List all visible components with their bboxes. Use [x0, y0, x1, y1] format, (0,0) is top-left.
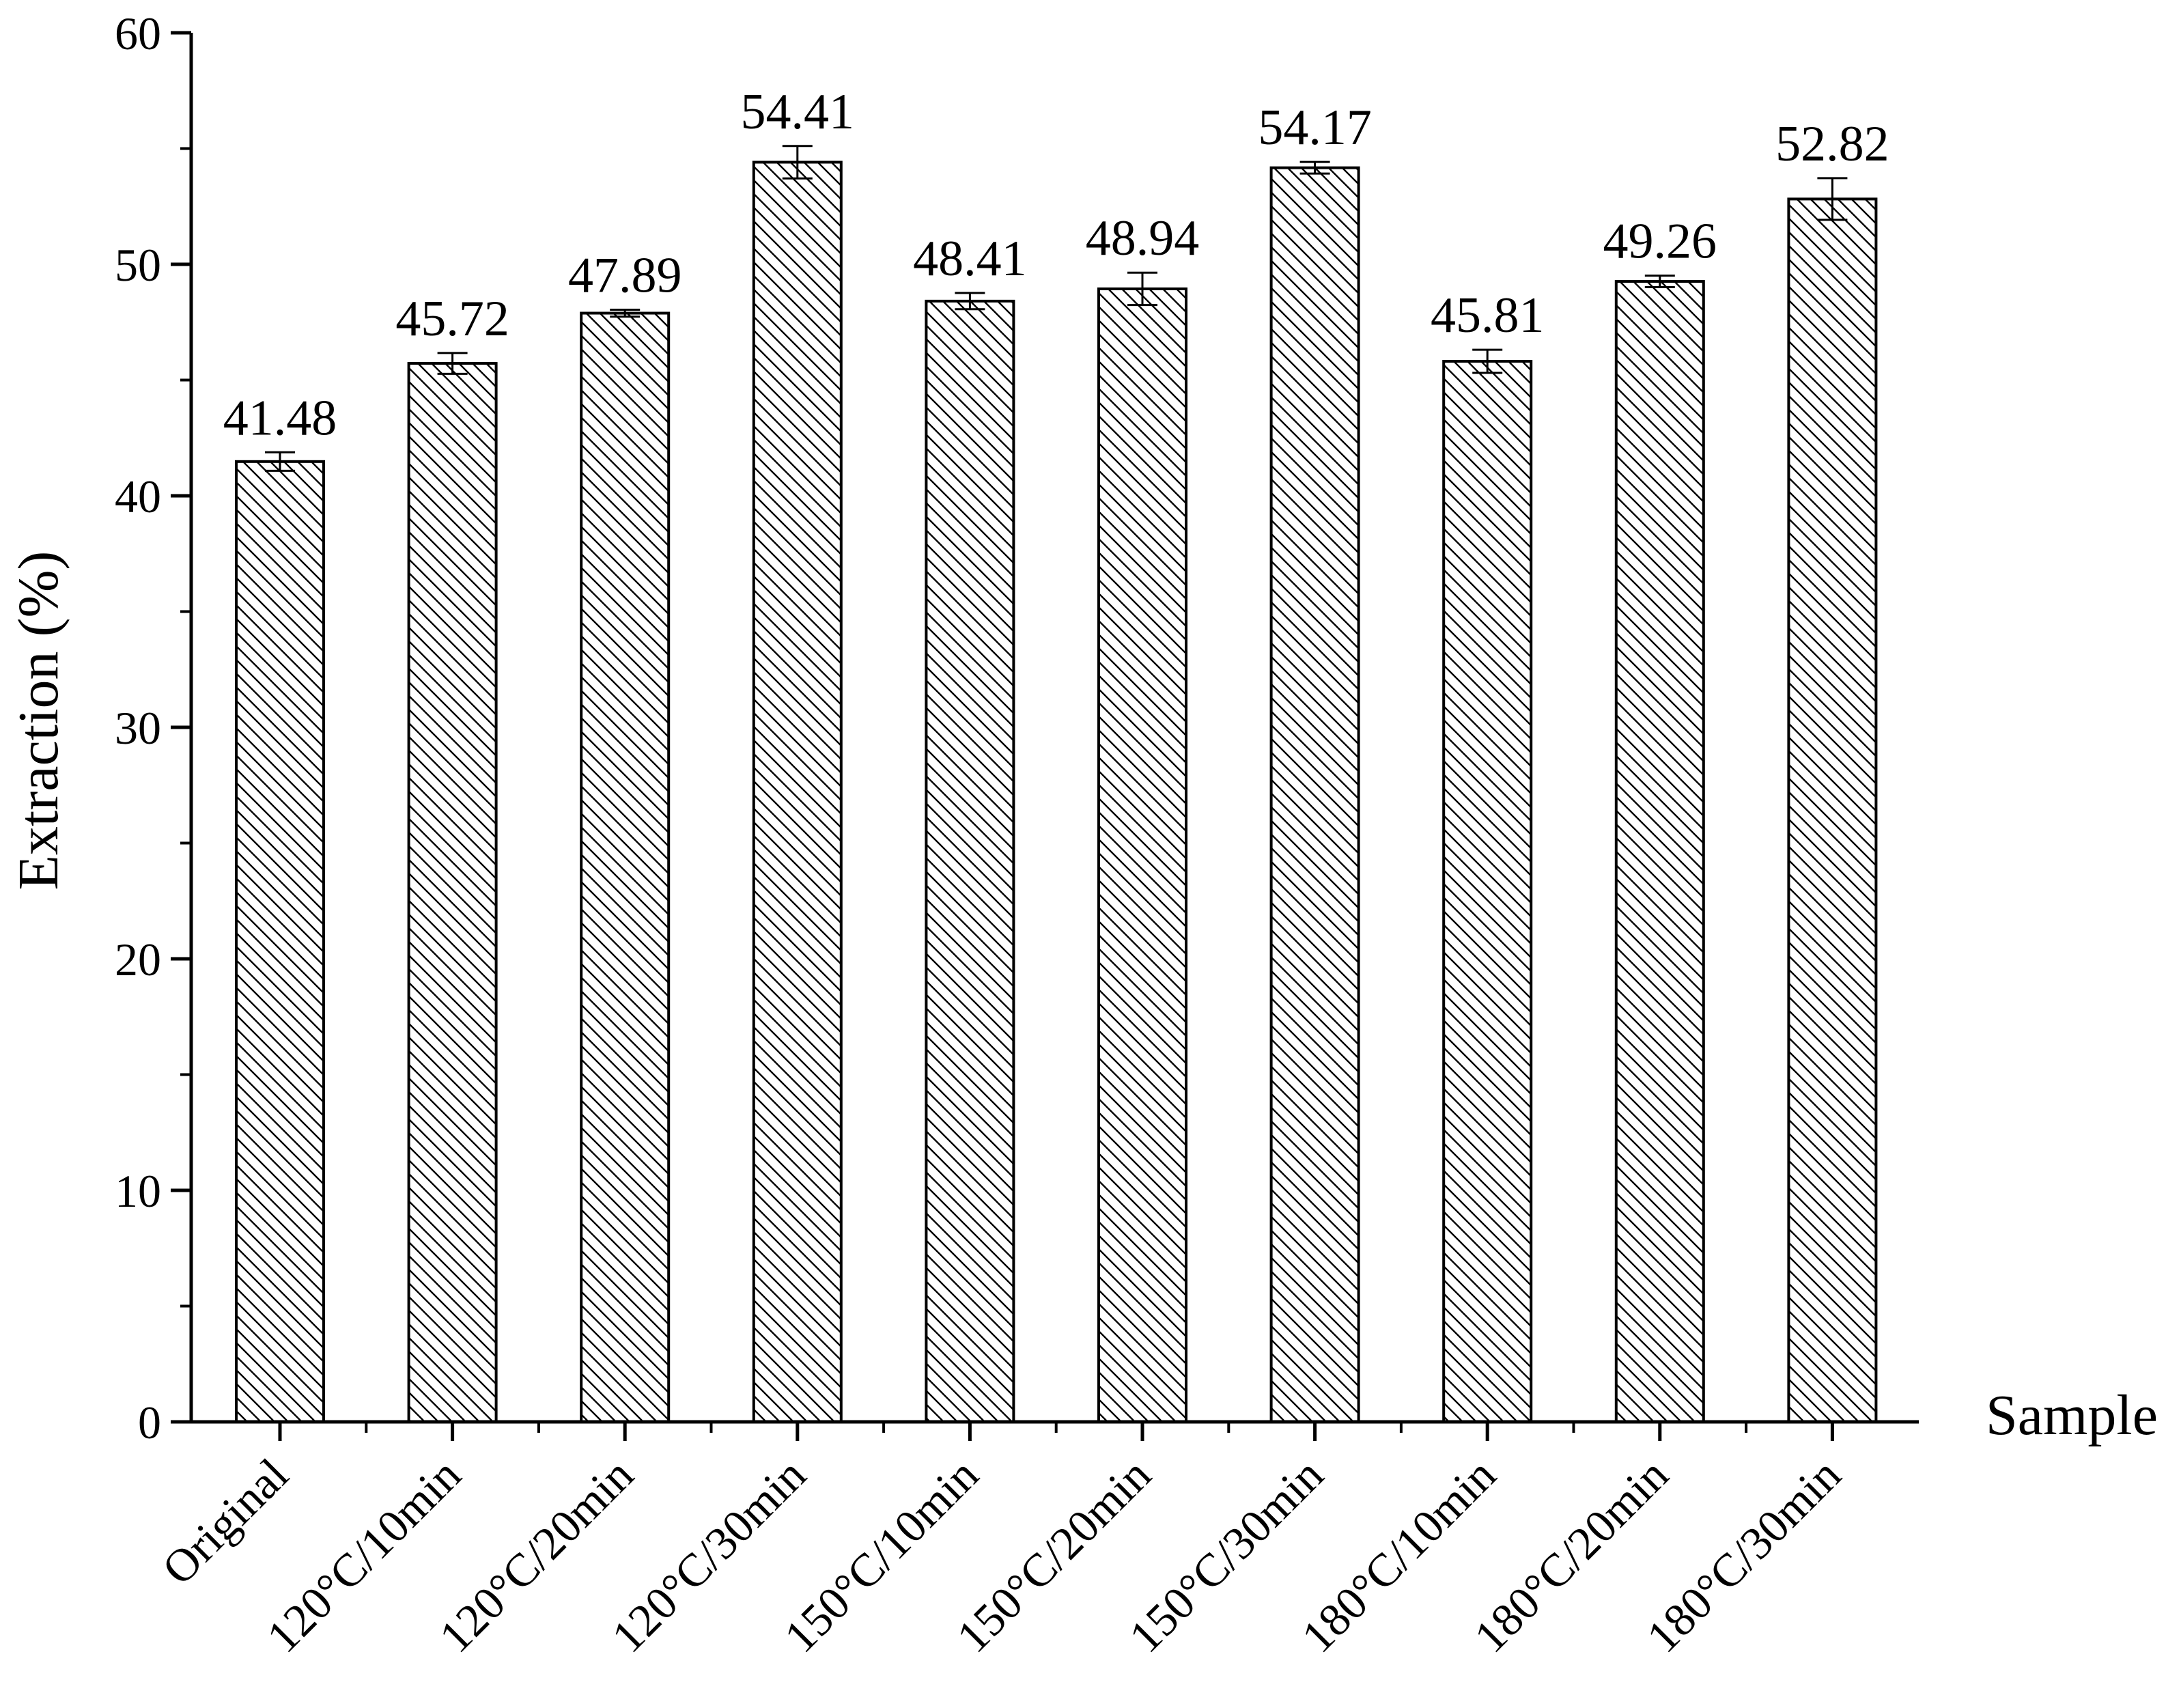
bars — [235, 145, 1878, 1424]
bar-8 — [1442, 360, 1533, 1423]
error-bar-6 — [1127, 271, 1157, 307]
bar-5 — [925, 299, 1015, 1423]
data-label-3: 47.89 — [568, 247, 682, 303]
error-bar-2 — [437, 352, 468, 375]
error-bar-1 — [265, 451, 295, 472]
x-tick-label-1: Original — [152, 1448, 298, 1595]
bar-10 — [1787, 197, 1878, 1424]
bar-6 — [1097, 287, 1187, 1424]
error-bar-4 — [782, 145, 813, 180]
error-bar-7 — [1299, 160, 1330, 175]
error-bar-9 — [1644, 275, 1675, 289]
bar-7 — [1269, 166, 1360, 1424]
error-bar-10 — [1817, 177, 1848, 221]
data-label-5: 48.41 — [913, 231, 1027, 287]
data-label-9: 49.26 — [1603, 214, 1717, 270]
y-axis-title: Extraction (%) — [7, 551, 70, 891]
bar-9 — [1614, 280, 1705, 1423]
data-label-8: 45.81 — [1431, 288, 1545, 344]
y-tick-label-4: 40 — [115, 471, 161, 522]
data-label-7: 54.17 — [1258, 100, 1372, 156]
bar-2 — [407, 362, 498, 1423]
bar-4 — [752, 160, 843, 1424]
bar-1 — [235, 460, 325, 1423]
data-label-1: 41.48 — [223, 390, 337, 446]
error-bar-8 — [1472, 348, 1503, 374]
bar-3 — [580, 311, 671, 1423]
x-axis-title: Sample — [1986, 1384, 2158, 1447]
y-tick-label-0: 0 — [138, 1397, 161, 1448]
y-tick-label-3: 30 — [115, 702, 161, 754]
data-label-6: 48.94 — [1086, 210, 1200, 266]
error-bar-3 — [610, 308, 641, 318]
y-tick-label-5: 50 — [115, 239, 161, 291]
y-tick-label-2: 20 — [115, 934, 161, 985]
error-bar-5 — [955, 292, 985, 311]
data-label-2: 45.72 — [395, 291, 509, 347]
y-tick-label-6: 60 — [115, 8, 161, 59]
y-tick-label-1: 10 — [115, 1165, 161, 1217]
data-label-10: 52.82 — [1775, 116, 1889, 172]
data-label-4: 54.41 — [741, 84, 855, 140]
